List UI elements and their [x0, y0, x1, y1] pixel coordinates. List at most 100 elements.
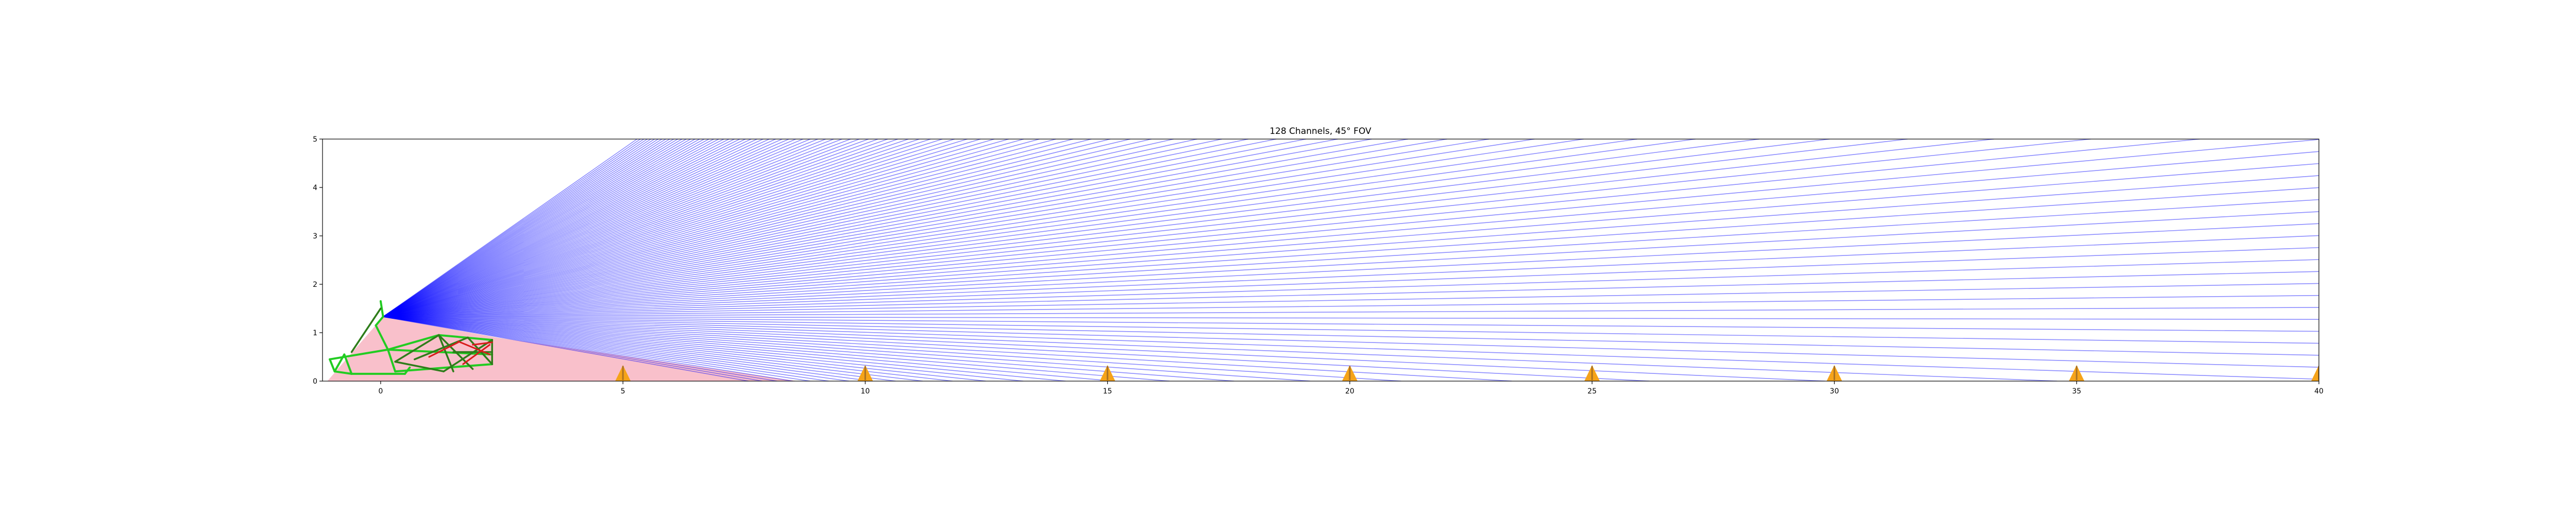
lidar-ray: [383, 139, 691, 317]
lidar-ray: [383, 163, 2319, 317]
lidar-ray: [383, 139, 851, 317]
y-tick-label: 2: [313, 281, 317, 289]
lidar-ray: [383, 316, 749, 381]
lidar-ray: [383, 316, 2319, 344]
lidar-ray: [383, 139, 645, 317]
lidar-ray: [383, 139, 1040, 317]
lidar-ray: [383, 139, 2200, 317]
lidar-ray: [383, 316, 986, 381]
lidar-ray: [383, 139, 637, 317]
blind-zone: [327, 316, 798, 381]
lidar-ray: [383, 139, 1307, 317]
lidar-ray: [383, 139, 709, 317]
vehicle-structure-segment: [443, 339, 493, 372]
lidar-ray: [383, 139, 1111, 317]
y-tick-label: 4: [313, 184, 317, 192]
lidar-ray: [383, 316, 762, 381]
lidar-ray: [383, 316, 793, 381]
vehicle-frame-segment: [329, 358, 336, 373]
traffic-cone: [615, 365, 631, 381]
lidar-ray: [383, 316, 777, 381]
lidar-ray: [383, 271, 2319, 317]
lidar-ray: [383, 139, 1372, 317]
vehicle-wireframe: [329, 300, 494, 375]
lidar-ray: [383, 316, 1311, 381]
traffic-cone: [1099, 365, 1115, 381]
plot-area: [327, 139, 2319, 381]
lidar-ray: [383, 139, 1448, 317]
lidar-ray: [383, 316, 923, 381]
traffic-cone: [1826, 365, 1842, 381]
y-tick-label: 3: [313, 232, 317, 241]
vehicle-frame-segment: [375, 324, 389, 351]
lidar-ray: [383, 316, 2319, 380]
lidar-ray: [383, 175, 2319, 317]
x-tick-label: 20: [1345, 387, 1354, 396]
lidar-ray: [383, 139, 783, 317]
lidar-rays: [383, 139, 2319, 381]
lidar-ray: [383, 316, 2319, 356]
lidar-ray: [383, 139, 719, 317]
vehicle-frame-segment: [379, 300, 384, 318]
lidar-ray: [383, 139, 888, 317]
vehicle-frame-segment: [375, 315, 384, 327]
lidar-ray: [383, 139, 2319, 317]
lidar-ray: [383, 139, 724, 317]
vehicle-accent-segment: [428, 341, 459, 358]
lidar-ray: [383, 139, 1074, 317]
traffic-cone: [1342, 365, 1358, 381]
lidar-ray: [383, 139, 943, 317]
lidar-ray: [383, 316, 829, 381]
traffic-cone: [2069, 365, 2084, 381]
lidar-ray: [383, 139, 834, 317]
lidar-ray: [383, 139, 811, 317]
lidar-ray: [383, 139, 2091, 317]
lidar-ray: [383, 139, 1009, 317]
y-tick-label: 5: [313, 135, 317, 144]
lidar-ray: [383, 316, 1234, 381]
vehicle-frame-segment: [437, 334, 494, 341]
lidar-ray: [383, 139, 1131, 317]
lidar-ray: [383, 139, 740, 317]
y-tick-label: 1: [313, 329, 317, 337]
vehicle-accent-segment: [472, 341, 493, 346]
lidar-ray: [383, 139, 1249, 317]
lidar-ray: [383, 139, 714, 317]
blind-zone-layer: [327, 316, 798, 381]
lidar-ray: [383, 139, 730, 317]
lidar-ray: [383, 139, 968, 317]
lidar-ray: [383, 139, 920, 317]
vehicle-structure-segment: [394, 360, 445, 372]
lidar-ray: [383, 316, 1066, 381]
lidar-ray: [383, 139, 683, 317]
lidar-ray: [383, 139, 666, 317]
lidar-ray: [383, 283, 2319, 317]
lidar-ray: [383, 139, 1535, 317]
x-tick-label: 30: [1830, 387, 1839, 396]
chart-title: 128 Channels, 45° FOV: [1269, 126, 1371, 136]
vehicle-accent-segment: [462, 344, 490, 365]
lidar-ray: [383, 139, 705, 317]
lidar-ray: [383, 139, 803, 317]
x-tick-label: 0: [378, 387, 383, 396]
lidar-ray: [383, 139, 1409, 317]
vehicle-frame-segment: [386, 348, 397, 373]
lidar-ray: [383, 139, 789, 317]
lidar-ray: [383, 139, 1277, 317]
lidar-ray: [383, 316, 872, 381]
lidar-ray: [383, 316, 2057, 381]
lidar-ray: [383, 211, 2319, 317]
lidar-ray: [383, 139, 696, 317]
x-tick-label: 15: [1103, 387, 1112, 396]
lidar-ray: [383, 139, 1338, 317]
x-axis: 0 5 10 15 20 25 30 35 40: [378, 381, 2324, 396]
vehicle-frame-segment: [333, 370, 353, 375]
lidar-ray: [383, 316, 1114, 381]
lidar-ray: [383, 187, 2319, 317]
lidar-ray: [383, 139, 1489, 317]
lidar-ray: [383, 139, 700, 317]
traffic-cone: [2311, 365, 2319, 381]
lidar-ray: [383, 139, 770, 317]
lidar-ray: [383, 316, 1024, 381]
